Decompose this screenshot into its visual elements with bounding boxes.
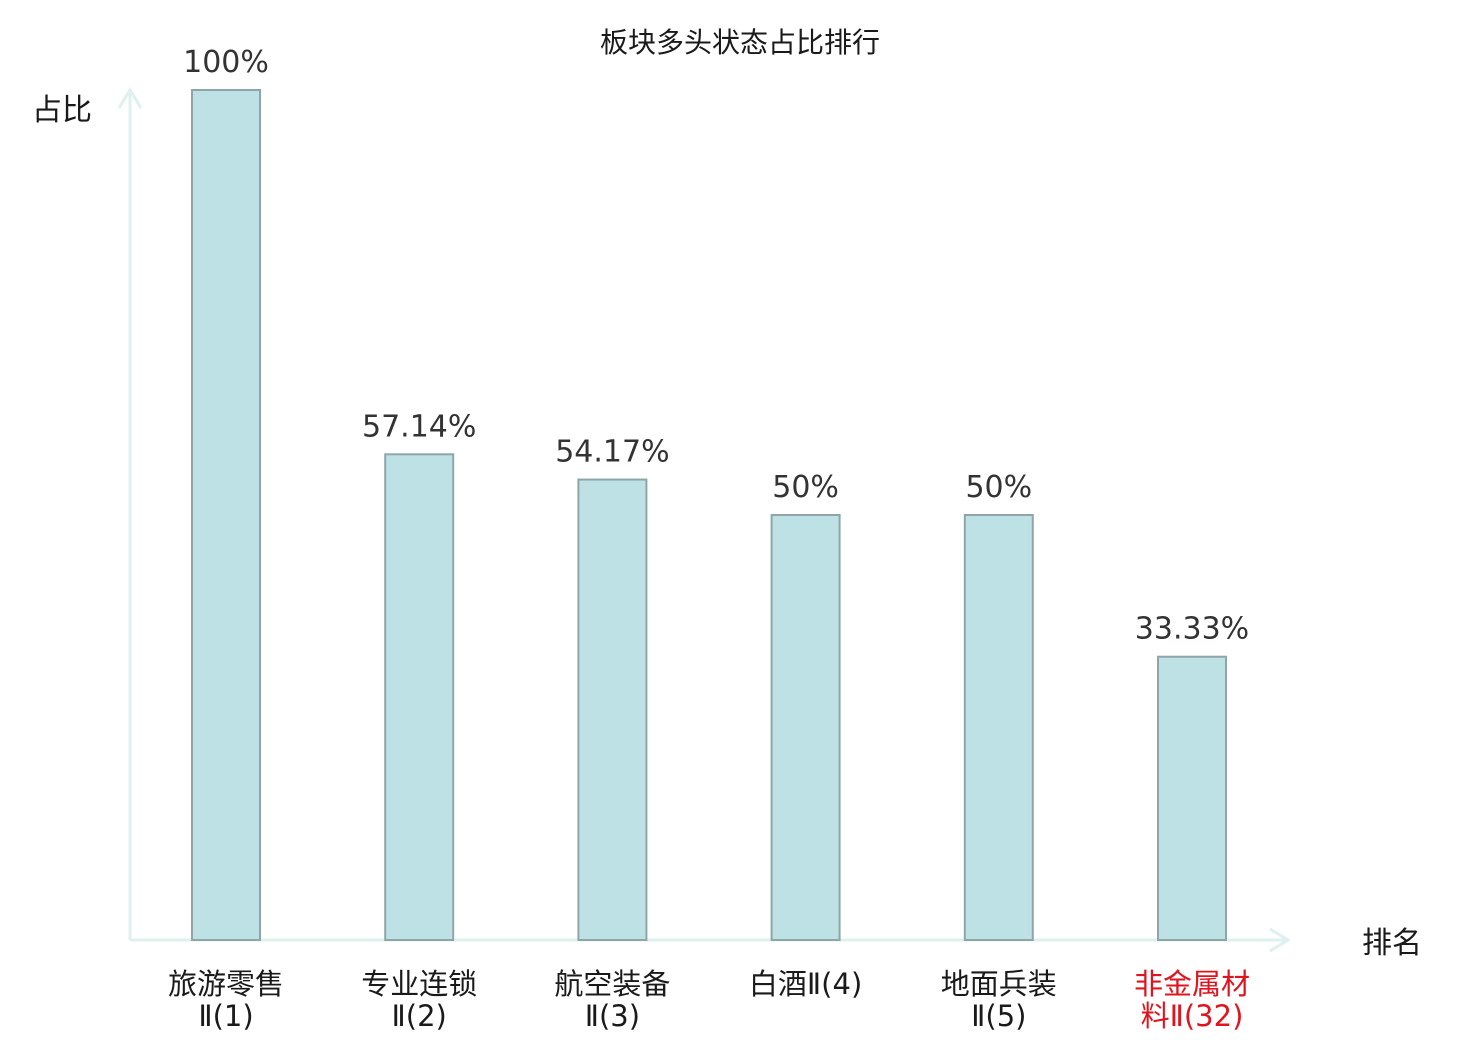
bar-5 — [963, 514, 1034, 941]
category-label-5-line2: Ⅱ(5) — [971, 999, 1026, 1033]
category-label-6-line1: 非金属材 — [1134, 967, 1250, 1001]
y-axis-label: 占比 — [32, 93, 92, 128]
category-label-3-line2: Ⅱ(3) — [585, 999, 640, 1033]
value-labels: 100% 57.14% 54.17% 50% 50% 33.33% — [183, 45, 1249, 647]
value-label-1: 100% — [183, 45, 269, 80]
value-label-5: 50% — [965, 470, 1032, 505]
bar-3 — [577, 478, 648, 941]
x-axis: 排名 — [130, 926, 1422, 961]
bar-6 — [1157, 655, 1227, 941]
bar-4 — [770, 514, 841, 941]
category-label-2-line2: Ⅱ(2) — [392, 999, 447, 1033]
category-label-3-line1: 航空装备 — [554, 967, 670, 1001]
bar-1 — [191, 89, 261, 941]
bar-2 — [384, 453, 455, 941]
y-axis: 占比 — [32, 87, 143, 940]
value-label-6: 33.33% — [1135, 612, 1249, 647]
y-axis-arrow — [117, 87, 143, 109]
value-label-3: 54.17% — [555, 435, 669, 470]
chart-title: 板块多头状态占比排行 — [600, 26, 880, 59]
category-label-1-line2: Ⅱ(1) — [198, 999, 253, 1033]
x-axis-arrow — [1269, 927, 1291, 953]
value-label-2: 57.14% — [362, 409, 476, 444]
category-label-1-line1: 旅游零售 — [168, 967, 284, 1001]
category-label-4-line1: 白酒Ⅱ(4) — [749, 967, 862, 1001]
category-label-2-line1: 专业连锁 — [361, 967, 477, 1001]
x-axis-label: 排名 — [1362, 926, 1422, 961]
bar-series — [191, 89, 1227, 941]
category-label-6-line2: 料Ⅱ(32) — [1141, 999, 1244, 1033]
value-label-4: 50% — [772, 470, 839, 505]
category-label-5-line1: 地面兵装 — [941, 967, 1057, 1001]
